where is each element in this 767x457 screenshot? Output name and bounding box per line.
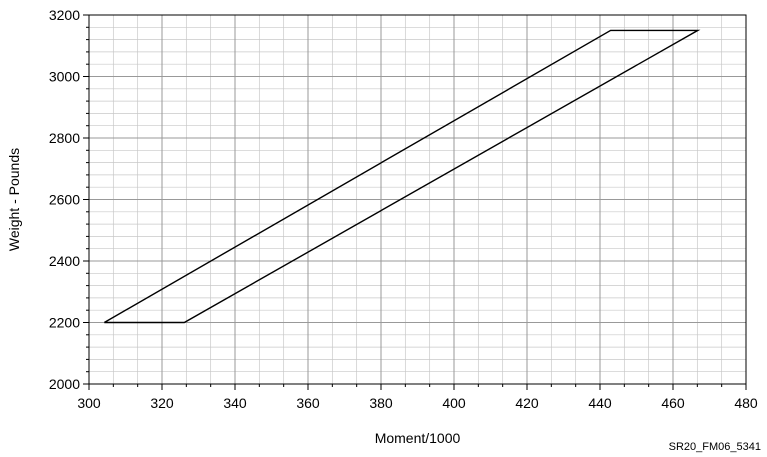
x-tick-label: 300 bbox=[77, 395, 101, 411]
axis-ticks bbox=[83, 14, 747, 390]
y-tick-label: 2200 bbox=[49, 315, 80, 331]
x-axis-title: Moment/1000 bbox=[375, 430, 461, 446]
y-axis-title: Weight - Pounds bbox=[6, 148, 22, 251]
y-tick-labels: 2000 2200 2400 2600 2800 3000 3200 bbox=[49, 7, 80, 392]
x-tick-label: 380 bbox=[369, 395, 393, 411]
y-tick-label: 3000 bbox=[49, 69, 80, 85]
x-tick-label: 320 bbox=[150, 395, 174, 411]
y-tick-label: 2800 bbox=[49, 130, 80, 146]
series-layer bbox=[103, 29, 701, 324]
x-tick-label: 420 bbox=[515, 395, 539, 411]
x-tick-label: 480 bbox=[734, 395, 758, 411]
x-tick-label: 360 bbox=[296, 395, 320, 411]
major-grid bbox=[88, 14, 747, 385]
x-tick-labels: 300 320 340 360 380 400 420 440 460 480 bbox=[77, 395, 758, 411]
envelope-series-0 bbox=[103, 29, 701, 324]
x-tick-label: 400 bbox=[442, 395, 466, 411]
y-tick-label: 2000 bbox=[49, 376, 80, 392]
x-tick-label: 460 bbox=[661, 395, 685, 411]
y-tick-label: 2400 bbox=[49, 253, 80, 269]
figure-id-label: SR20_FM06_5341 bbox=[668, 441, 761, 453]
x-tick-label: 340 bbox=[223, 395, 247, 411]
x-tick-label: 440 bbox=[588, 395, 612, 411]
y-tick-label: 3200 bbox=[49, 7, 80, 23]
y-tick-label: 2600 bbox=[49, 192, 80, 208]
